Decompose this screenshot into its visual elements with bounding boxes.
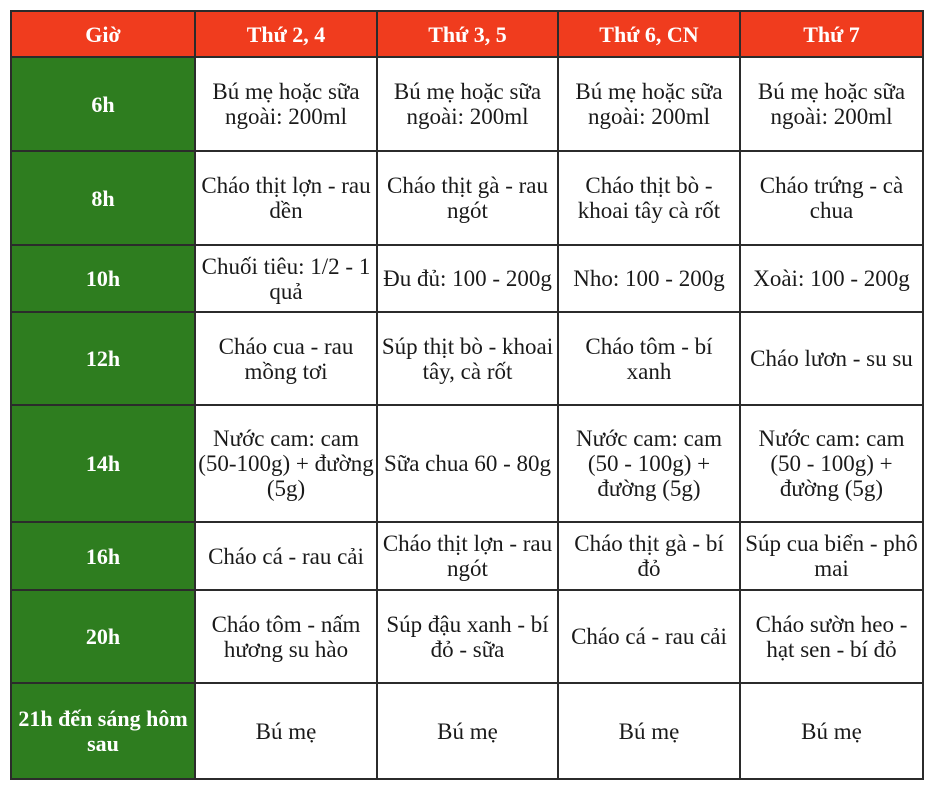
- table-row: 14h Nước cam: cam (50-100g) + đường (5g) S…: [10, 404, 924, 523]
- table-row: 8h Cháo thịt lợn - rau dền Cháo thịt gà - …: [10, 150, 924, 246]
- table-row: 21h đến sáng hôm sau Bú mẹ Bú mẹ Bú mẹ Bú mẹ: [10, 682, 924, 780]
- meal-cell: Bú mẹ hoặc sữa ngoài: 200ml: [557, 56, 741, 152]
- meal-schedule-table: Giờ Thứ 2, 4 Thứ 3, 5 Thứ 6, CN Thứ 7 6h…: [10, 10, 924, 780]
- header-time: Giờ: [10, 10, 196, 58]
- meal-cell: Bú mẹ: [557, 682, 741, 780]
- table-row: 20h Cháo tôm - nấm hương su hào Súp đậu xa…: [10, 589, 924, 684]
- meal-cell: Nước cam: cam (50 - 100g) + đường (5g): [557, 404, 741, 523]
- table-row: 6h Bú mẹ hoặc sữa ngoài: 200ml Bú mẹ hoặc …: [10, 56, 924, 152]
- meal-cell: Cháo trứng - cà chua: [739, 150, 924, 246]
- meal-cell: Cháo cua - rau mồng tơi: [194, 311, 378, 406]
- table-row: 16h Cháo cá - rau cải Cháo thịt lợn - rau …: [10, 521, 924, 591]
- meal-cell: Bú mẹ hoặc sữa ngoài: 200ml: [376, 56, 559, 152]
- time-cell: 8h: [10, 150, 196, 246]
- meal-cell: Bú mẹ: [194, 682, 378, 780]
- header-sat: Thứ 7: [739, 10, 924, 58]
- header-fri-sun: Thứ 6, CN: [557, 10, 741, 58]
- meal-cell: Nước cam: cam (50 - 100g) + đường (5g): [739, 404, 924, 523]
- meal-cell: Súp thịt bò - khoai tây, cà rốt: [376, 311, 559, 406]
- time-cell: 10h: [10, 244, 196, 313]
- meal-cell: Súp cua biển - phô mai: [739, 521, 924, 591]
- meal-cell: Cháo tôm - nấm hương su hào: [194, 589, 378, 684]
- meal-cell: Cháo thịt gà - rau ngót: [376, 150, 559, 246]
- time-cell: 6h: [10, 56, 196, 152]
- meal-cell: Cháo cá - rau cải: [557, 589, 741, 684]
- header-tue-thu: Thứ 3, 5: [376, 10, 559, 58]
- meal-cell: Nước cam: cam (50-100g) + đường (5g): [194, 404, 378, 523]
- meal-cell: Sữa chua 60 - 80g: [376, 404, 559, 523]
- meal-cell: Súp đậu xanh - bí đỏ - sữa: [376, 589, 559, 684]
- meal-cell: Cháo cá - rau cải: [194, 521, 378, 591]
- meal-cell: Bú mẹ hoặc sữa ngoài: 200ml: [194, 56, 378, 152]
- meal-cell: Nho: 100 - 200g: [557, 244, 741, 313]
- meal-cell: Cháo tôm - bí xanh: [557, 311, 741, 406]
- time-cell: 14h: [10, 404, 196, 523]
- time-cell: 20h: [10, 589, 196, 684]
- time-cell: 21h đến sáng hôm sau: [10, 682, 196, 780]
- meal-cell: Chuối tiêu: 1/2 - 1 quả: [194, 244, 378, 313]
- meal-cell: Cháo sườn heo - hạt sen - bí đỏ: [739, 589, 924, 684]
- meal-cell: Bú mẹ: [739, 682, 924, 780]
- meal-cell: Cháo thịt bò - khoai tây cà rốt: [557, 150, 741, 246]
- header-row: Giờ Thứ 2, 4 Thứ 3, 5 Thứ 6, CN Thứ 7: [10, 10, 924, 58]
- meal-cell: Cháo thịt gà - bí đỏ: [557, 521, 741, 591]
- meal-cell: Bú mẹ hoặc sữa ngoài: 200ml: [739, 56, 924, 152]
- table-row: 12h Cháo cua - rau mồng tơi Súp thịt bò - …: [10, 311, 924, 406]
- time-cell: 12h: [10, 311, 196, 406]
- meal-cell: Cháo thịt lợn - rau ngót: [376, 521, 559, 591]
- time-cell: 16h: [10, 521, 196, 591]
- meal-cell: Cháo thịt lợn - rau dền: [194, 150, 378, 246]
- meal-cell: Cháo lươn - su su: [739, 311, 924, 406]
- table-row: 10h Chuối tiêu: 1/2 - 1 quả Đu đủ: 100 - 2…: [10, 244, 924, 313]
- header-mon-wed: Thứ 2, 4: [194, 10, 378, 58]
- meal-cell: Bú mẹ: [376, 682, 559, 780]
- meal-cell: Xoài: 100 - 200g: [739, 244, 924, 313]
- meal-cell: Đu đủ: 100 - 200g: [376, 244, 559, 313]
